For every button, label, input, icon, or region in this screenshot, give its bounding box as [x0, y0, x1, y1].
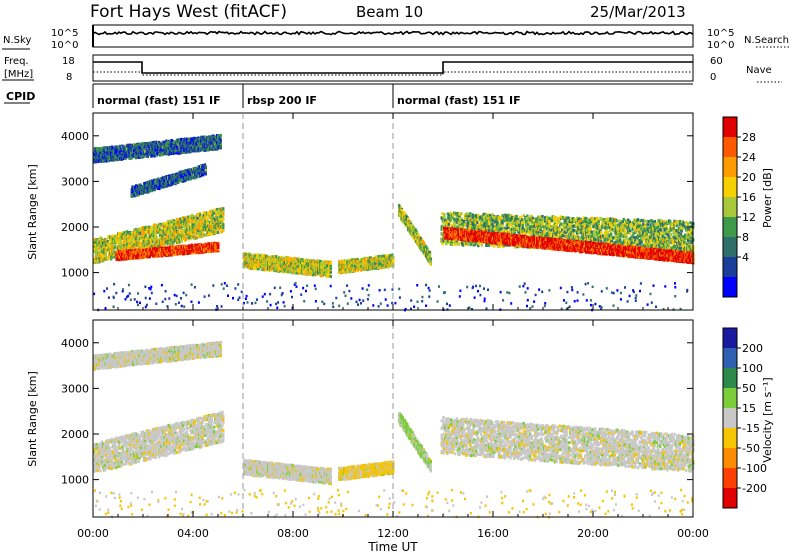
echo-cell — [220, 146, 222, 149]
nsearch-tick-high: 10^5 — [707, 28, 734, 39]
cpid-label: CPID — [6, 90, 35, 103]
echo-cell — [222, 218, 224, 221]
echo-cell — [171, 223, 173, 226]
echo-cell — [217, 246, 219, 249]
echo-cell — [222, 223, 224, 226]
nsearch-tick-low: 10^0 — [707, 40, 734, 51]
beam-label: Beam 10 — [356, 3, 423, 21]
nsky-tick-high: 10^5 — [51, 28, 78, 39]
nsky-panel: N.Sky 10^5 10^0 10^5 10^0 N.Search — [2, 25, 790, 51]
echo-cell — [222, 226, 224, 229]
nsearch-label: N.Search — [744, 35, 789, 46]
cpid-strip: CPID normal (fast) 151 IF rbsp 200 IF norm… — [4, 84, 693, 108]
cpid-segment-label: normal (fast) 151 IF — [97, 94, 221, 107]
freq-tick-high: 18 — [62, 56, 75, 67]
nave-tick-high: 60 — [710, 56, 723, 67]
nsky-frame — [93, 25, 693, 47]
frequency-trace — [93, 62, 693, 73]
freq-panel: Freq. [MHz] 18 8 60 0 Nave — [2, 55, 782, 83]
freq-label-2: [MHz] — [4, 69, 33, 80]
nave-tick-low: 0 — [710, 72, 716, 83]
echo-cell — [196, 220, 198, 223]
plot-title: Fort Hays West (fitACF) — [90, 2, 287, 22]
nsky-trace — [93, 32, 693, 35]
echo-cell — [217, 231, 219, 234]
echo-cell — [220, 139, 222, 142]
echo-cell — [196, 217, 198, 220]
cpid-segment-label: rbsp 200 IF — [247, 94, 317, 107]
cpid-segment-label: normal (fast) 151 IF — [397, 94, 521, 107]
echo-cell — [222, 207, 224, 210]
echo-cell — [107, 256, 109, 259]
date-label: 25/Mar/2013 — [590, 3, 686, 21]
freq-label-1: Freq. — [4, 56, 29, 67]
echo-cell — [177, 181, 179, 184]
nsky-label: N.Sky — [3, 35, 31, 46]
echo-cell — [222, 213, 224, 216]
freq-frame — [93, 55, 693, 81]
nave-label: Nave — [746, 65, 772, 76]
freq-tick-low: 8 — [66, 72, 72, 83]
echo-cell — [185, 237, 187, 240]
nsky-tick-low: 10^0 — [51, 40, 78, 51]
echo-cell — [220, 134, 222, 137]
echo-cell — [106, 240, 108, 243]
